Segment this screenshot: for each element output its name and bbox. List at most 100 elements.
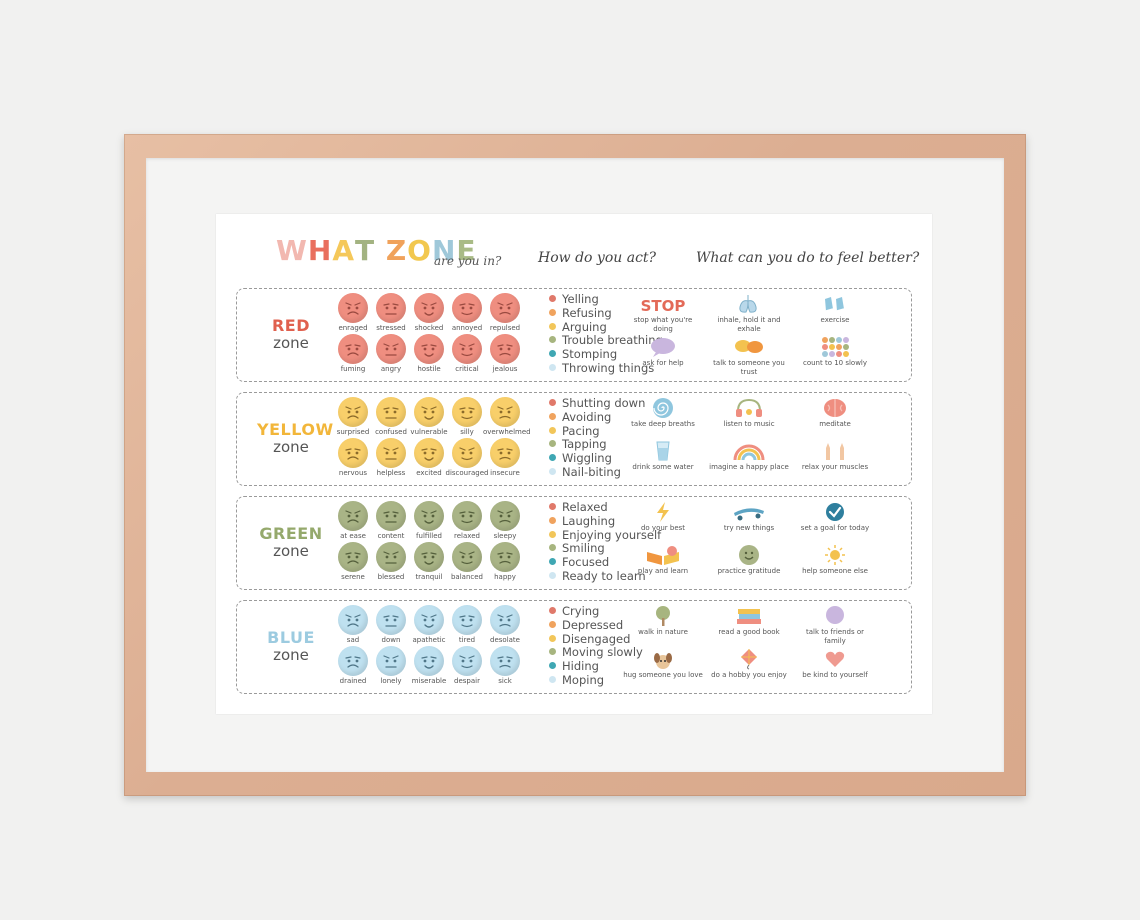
zone-label-zone: zone <box>273 334 309 352</box>
tree-icon <box>623 605 703 627</box>
strategy-item: listen to music <box>709 397 789 429</box>
stop-sign-icon: STOP <box>623 293 703 315</box>
face-icon <box>452 293 482 323</box>
emotion-confused: confused <box>373 397 409 437</box>
face-icon <box>376 293 406 323</box>
strategy-label: ask for help <box>642 359 684 367</box>
bullet-dot-icon <box>549 336 556 344</box>
strategy-label: relax your muscles <box>801 463 869 471</box>
behavior-text: Hiding <box>562 659 599 674</box>
face-icon <box>414 438 444 468</box>
emotion-label: desolate <box>490 636 520 644</box>
book-stack-icon <box>709 605 789 627</box>
strategy-item: talk to friends or family <box>795 605 875 645</box>
bullet-dot-icon <box>549 648 556 656</box>
emotion-label: down <box>381 636 401 644</box>
poster-title: WHAT ZONE <box>276 234 477 268</box>
rainbow-icon <box>709 440 789 462</box>
behavior-item: Stomping <box>549 347 663 362</box>
behavior-text: Nail-biting <box>562 464 621 479</box>
face-icon <box>376 646 406 676</box>
chat-bubbles-icon <box>709 336 789 358</box>
emotion-sick: sick <box>487 646 523 686</box>
behavior-text: Moving slowly <box>562 645 643 660</box>
behavior-text: Wiggling <box>562 451 612 466</box>
strategy-label: exercise <box>820 316 850 324</box>
strategy-label: help someone else <box>802 567 868 575</box>
behavior-text: Disengaged <box>562 631 631 646</box>
face-icon <box>414 605 444 635</box>
behavior-item: Ready to learn <box>549 569 661 584</box>
behavior-text: Yelling <box>562 292 599 306</box>
bullet-dot-icon <box>549 620 556 628</box>
emotion-label: excited <box>416 469 442 477</box>
bullet-dot-icon <box>549 544 556 552</box>
bullet-dot-icon <box>549 675 556 683</box>
emotion-label: fulfilled <box>416 532 442 540</box>
face-icon <box>338 397 368 427</box>
behavior-item: Nail-biting <box>549 464 645 480</box>
face-icon <box>376 334 406 364</box>
speech-bubble-help-icon <box>623 336 703 358</box>
water-glass-icon <box>623 440 703 462</box>
behavior-item: Moving slowly <box>549 645 643 660</box>
emotion-down: down <box>373 605 409 645</box>
strategy-item: try new things <box>709 501 789 533</box>
zone-label-word: RED <box>271 316 311 335</box>
behavior-text: Crying <box>562 604 600 618</box>
behavior-item: Hiding <box>549 659 643 674</box>
strategy-item: help someone else <box>795 544 875 576</box>
emotion-label: tired <box>458 636 476 644</box>
behavior-item: Moping <box>549 673 643 688</box>
emotion-label: angry <box>380 365 402 373</box>
emotion-repulsed: repulsed <box>487 293 523 333</box>
behavior-item: Focused <box>549 555 661 570</box>
strategy-item: do a hobby you enjoy <box>709 648 789 680</box>
bullet-dot-icon <box>549 440 556 448</box>
bullet-dot-icon <box>549 308 556 316</box>
bullet-dot-icon <box>549 426 556 434</box>
face-icon <box>338 501 368 531</box>
behavior-text: Avoiding <box>562 409 612 424</box>
emotion-jealous: jealous <box>487 334 523 374</box>
strategy-label: do your best <box>640 524 686 532</box>
strategy-item: be kind to yourself <box>795 648 875 680</box>
strategy-item: read a good book <box>709 605 789 637</box>
behavior-item: Yelling <box>549 292 663 307</box>
behavior-item: Tapping <box>549 437 645 452</box>
emotion-label: jealous <box>492 365 518 373</box>
face-icon <box>490 334 520 364</box>
zone-label: GREEN zone <box>257 525 325 560</box>
face-icon <box>452 646 482 676</box>
behavior-list: Crying Depressed Disengaged Moving slowly Hi… <box>549 604 643 688</box>
face-icon <box>490 542 520 572</box>
behavior-text: Laughing <box>562 513 616 528</box>
bullet-dot-icon <box>549 454 556 462</box>
face-icon <box>414 646 444 676</box>
strategy-item: drink some water <box>623 440 703 472</box>
bullet-dot-icon <box>549 363 556 371</box>
emotion-label: blessed <box>377 573 405 581</box>
behavior-text: Pacing <box>562 423 600 438</box>
heart-icon <box>795 648 875 670</box>
emotion-label: content <box>377 532 405 540</box>
emotion-label: shocked <box>414 324 444 332</box>
face-icon <box>452 542 482 572</box>
behavior-list: Yelling Refusing Arguing Trouble breathing S… <box>549 292 663 376</box>
face-icon <box>338 334 368 364</box>
title-letter: H <box>307 234 333 267</box>
zone-label-zone: zone <box>273 646 309 664</box>
strategy-label: set a goal for today <box>800 524 870 532</box>
strategy-label: practice gratitude <box>717 567 781 575</box>
emotion-insecure: insecure <box>487 438 523 478</box>
behavior-item: Depressed <box>549 618 643 633</box>
emotion-label: fuming <box>340 365 366 373</box>
zone-label-zone: zone <box>273 542 309 560</box>
emotion-content: content <box>373 501 409 541</box>
face-icon <box>490 646 520 676</box>
raised-hands-icon <box>795 440 875 462</box>
face-icon <box>452 438 482 468</box>
emotion-apathetic: apathetic <box>411 605 447 645</box>
behavior-text: Enjoying yourself <box>562 527 662 542</box>
face-icon <box>490 397 520 427</box>
